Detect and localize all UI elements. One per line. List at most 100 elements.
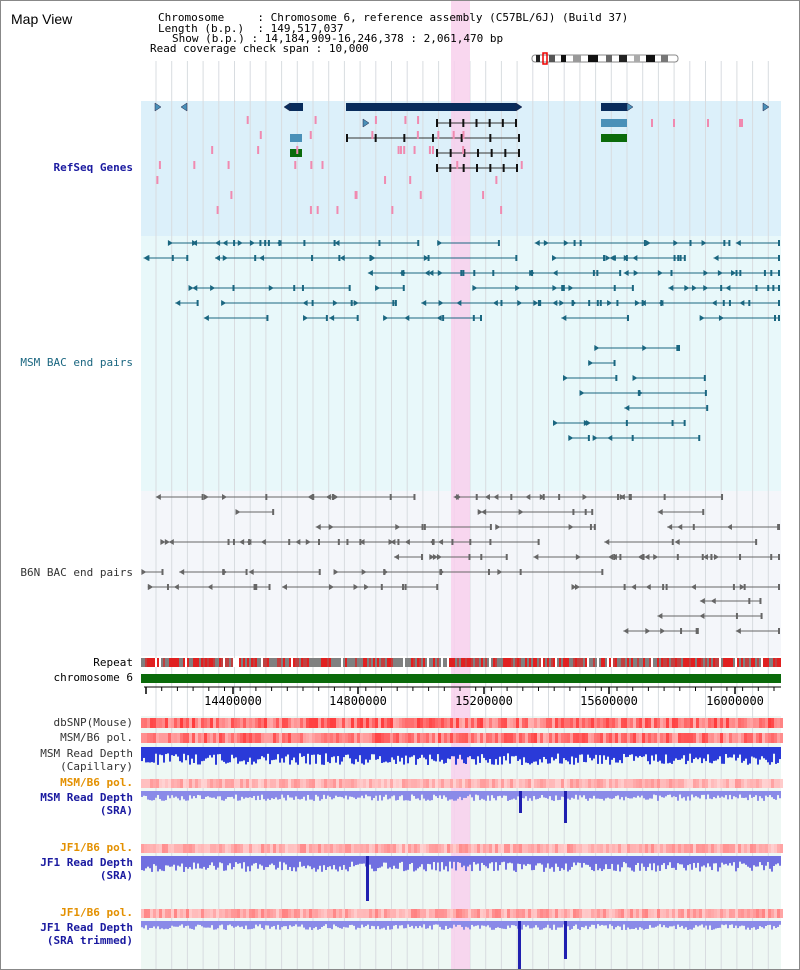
polymorphism-cell [687, 718, 690, 728]
polymorphism-cell [711, 844, 714, 853]
polymorphism-cell [483, 779, 486, 788]
bac-end-marker [378, 240, 381, 246]
polymorphism-cell [240, 779, 243, 788]
read-depth-bar [333, 921, 335, 925]
read-depth-bar [719, 791, 721, 798]
polymorphism-cell [609, 909, 612, 918]
track-label-msm-bac[interactable]: MSM BAC end pairs [20, 356, 133, 369]
read-depth-bar [485, 921, 487, 927]
read-depth-bar [625, 747, 627, 758]
read-depth-bar [663, 747, 665, 764]
read-depth-bar [363, 791, 365, 799]
polymorphism-cell [714, 733, 717, 743]
polymorphism-cell [216, 844, 219, 853]
read-depth-bar [275, 747, 277, 760]
polymorphism-cell [372, 779, 375, 788]
read-depth-bar [525, 791, 527, 797]
header-show-row: Show (b.p.) : 14,184,909-16,246,378 : 2,… [172, 32, 504, 45]
polymorphism-cell [177, 909, 180, 918]
read-depth-bar [261, 747, 263, 757]
read-depth-bar [223, 747, 225, 762]
read-depth-bar [309, 856, 311, 867]
track-label-b6n-bac[interactable]: B6N BAC end pairs [20, 566, 133, 579]
repeat-segment [525, 658, 527, 667]
read-depth-bar [503, 747, 505, 757]
polymorphism-cell [186, 844, 189, 853]
polymorphism-cell [534, 779, 537, 788]
polymorphism-cell [633, 779, 636, 788]
polymorphism-cell [705, 844, 708, 853]
polymorphism-cell [669, 779, 672, 788]
read-depth-bar [149, 747, 151, 763]
polymorphism-cell [639, 718, 642, 728]
polymorphism-cell [432, 718, 435, 728]
polymorphism-cell [399, 718, 402, 728]
polymorphism-cell [489, 733, 492, 743]
read-depth-bar [363, 856, 365, 864]
read-depth-bar [347, 921, 349, 928]
read-depth-bar [337, 921, 339, 928]
polymorphism-cell [294, 718, 297, 728]
repeat-segment [345, 658, 347, 667]
polymorphism-cell [300, 909, 303, 918]
polymorphism-cell [570, 718, 573, 728]
read-depth-bar [517, 856, 519, 864]
read-depth-bar [579, 856, 581, 863]
polymorphism-cell [621, 733, 624, 743]
read-depth-bar [657, 856, 659, 866]
track-label-refseq[interactable]: RefSeq Genes [53, 161, 133, 174]
polymorphism-cell [504, 844, 507, 853]
read-depth-bar [597, 921, 599, 925]
polymorphism-cell [150, 779, 153, 788]
polymorphism-cell [396, 909, 399, 918]
repeat-segment [719, 658, 721, 667]
polymorphism-cell [762, 844, 765, 853]
polymorphism-cell [684, 844, 687, 853]
pink-mark [355, 191, 358, 199]
polymorphism-cell [693, 733, 696, 743]
read-depth-bar [409, 747, 411, 758]
read-depth-bar [357, 791, 359, 798]
repeat-segment [209, 658, 211, 667]
polymorphism-cell [492, 844, 495, 853]
bac-end-marker [337, 539, 340, 545]
bac-end-marker [739, 270, 742, 276]
read-depth-bar [169, 856, 171, 867]
read-depth-bar [329, 747, 331, 764]
polymorphism-cell [168, 718, 171, 728]
polymorphism-cell [303, 733, 306, 743]
polymorphism-cell [291, 909, 294, 918]
polymorphism-cell [222, 779, 225, 788]
polymorphism-cell [648, 779, 651, 788]
read-depth-bar [555, 921, 557, 930]
polymorphism-cell [195, 779, 198, 788]
polymorphism-cell [729, 718, 732, 728]
read-depth-bar [629, 791, 631, 799]
pink-mark [399, 146, 402, 154]
bac-end-marker [671, 539, 674, 545]
polymorphism-cell [345, 718, 348, 728]
polymorphism-cell [435, 844, 438, 853]
read-depth-bar [261, 856, 263, 866]
polymorphism-cell [474, 779, 477, 788]
read-depth-bar [383, 921, 385, 928]
repeat-segment [191, 658, 193, 667]
polymorphism-cell [492, 733, 495, 743]
read-depth-bar [445, 791, 447, 798]
read-depth-bar [585, 921, 587, 926]
polymorphism-cell [555, 909, 558, 918]
polymorphism-cell [282, 733, 285, 743]
polymorphism-cell [156, 844, 159, 853]
track-label-msm-depth-sra: MSM Read Depth [40, 791, 133, 804]
polymorphism-cell [774, 909, 777, 918]
read-depth-bar [207, 791, 209, 797]
read-depth-bar [691, 791, 693, 795]
bac-end-marker [599, 300, 602, 306]
read-depth-bar [437, 856, 439, 863]
read-depth-bar [161, 747, 163, 756]
read-depth-bar [463, 747, 465, 764]
polymorphism-cell [336, 844, 339, 853]
polymorphism-cell [576, 779, 579, 788]
read-depth-bar [215, 791, 217, 799]
